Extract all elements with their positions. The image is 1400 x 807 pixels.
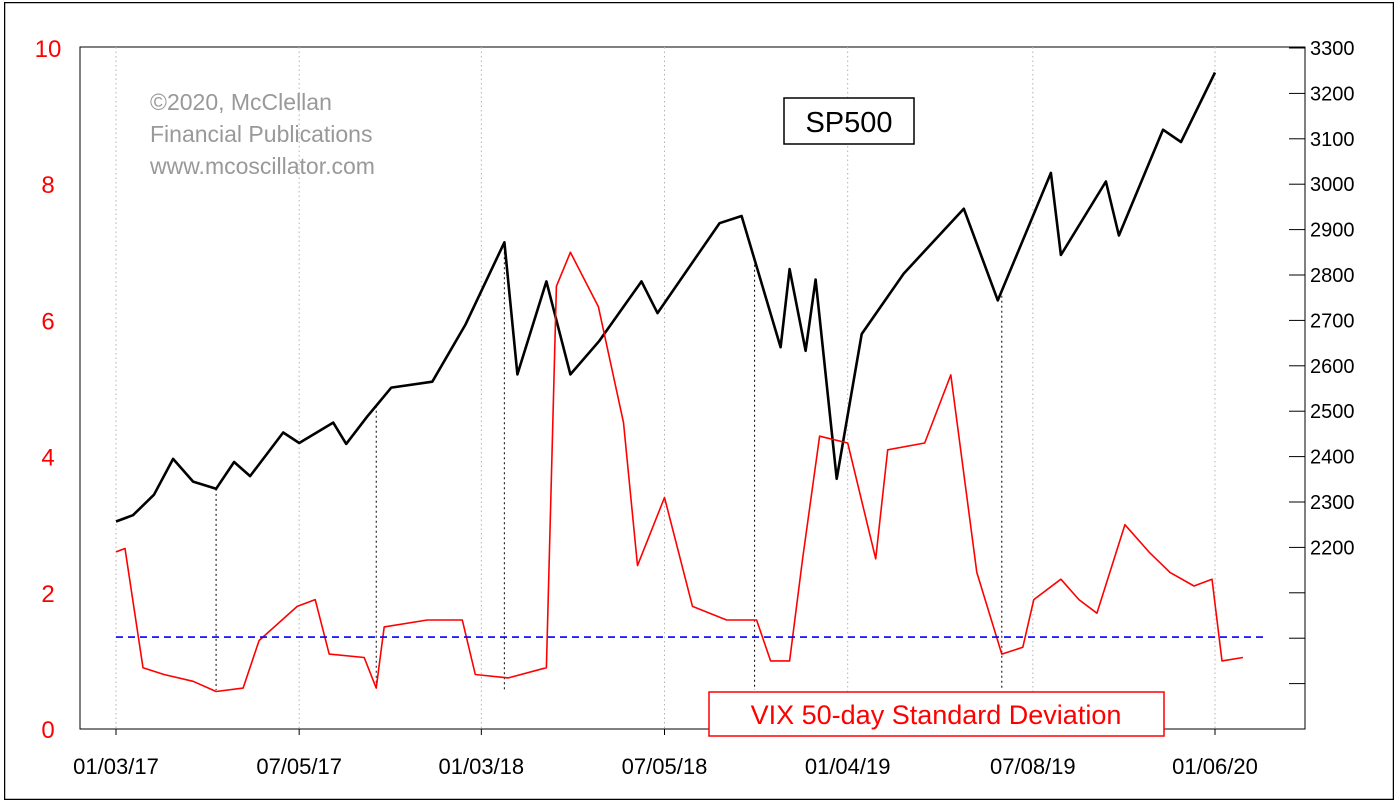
y-right-tick-label: 2200 xyxy=(1310,537,1355,559)
x-tick-label: 07/05/18 xyxy=(622,754,708,779)
y-right-tick-label: 2600 xyxy=(1310,356,1355,378)
y-left-tick-label: 4 xyxy=(41,445,54,472)
y-right-tick-label: 3300 xyxy=(1310,38,1355,60)
y-left-tick-label: 2 xyxy=(41,581,54,608)
y-right-tick-label: 2900 xyxy=(1310,220,1355,242)
y-right-tick-label: 2300 xyxy=(1310,492,1355,514)
x-tick-label: 07/05/17 xyxy=(256,754,342,779)
copyright-line-2: Financial Publications xyxy=(150,121,372,147)
series-line xyxy=(115,251,1244,693)
y-right-tick-label: 2400 xyxy=(1310,447,1355,469)
plot-border xyxy=(79,46,1306,730)
x-axis-ticks: 01/03/17 07/05/17 01/03/18 07/05/18 01/04/19… xyxy=(73,729,1258,779)
y-axis-right: 2200 2300 2400 2500 2600 2700 2800 2900 3000 3100… xyxy=(1289,38,1355,730)
y-right-tick-label: 2700 xyxy=(1310,310,1355,332)
y-left-tick-label: 8 xyxy=(41,172,54,199)
x-tick-label: 01/06/20 xyxy=(1172,754,1258,779)
y-left-tick-label: 6 xyxy=(41,308,54,335)
x-tick-label: 01/04/19 xyxy=(805,754,891,779)
event-markers xyxy=(215,242,1003,690)
sp500-label: SP500 xyxy=(805,107,892,139)
y-right-tick-label: 3100 xyxy=(1310,129,1355,151)
vix-label: VIX 50-day Standard Deviation xyxy=(751,700,1122,730)
y-right-tick-label: 3000 xyxy=(1310,174,1355,196)
copyright-block: ©2020, McClellan Financial Publications … xyxy=(149,89,375,179)
y-right-tick-label: 2500 xyxy=(1310,401,1355,423)
x-tick-label: 01/03/17 xyxy=(73,754,159,779)
series-line xyxy=(115,71,1217,523)
copyright-line-3: www.mcoscillator.com xyxy=(149,153,375,179)
y-right-tick-label: 2800 xyxy=(1310,265,1355,287)
vix-label-box: VIX 50-day Standard Deviation xyxy=(708,691,1165,737)
y-axis-left: 0 2 4 6 8 10 xyxy=(35,36,62,744)
series-lines xyxy=(115,71,1265,693)
x-tick-label: 07/08/19 xyxy=(990,754,1076,779)
chart: 01/03/17 07/05/17 01/03/18 07/05/18 01/04/19… xyxy=(3,1,1395,801)
copyright-line-1: ©2020, McClellan xyxy=(150,89,332,115)
y-right-tick-label: 3200 xyxy=(1310,83,1355,105)
grid-lines xyxy=(115,47,1216,729)
chart-frame: 01/03/17 07/05/17 01/03/18 07/05/18 01/04/19… xyxy=(3,1,1395,801)
y-left-tick-label: 0 xyxy=(41,717,54,744)
sp500-label-box: SP500 xyxy=(783,97,915,145)
x-tick-label: 01/03/18 xyxy=(439,754,525,779)
y-left-tick-label: 10 xyxy=(35,36,62,63)
